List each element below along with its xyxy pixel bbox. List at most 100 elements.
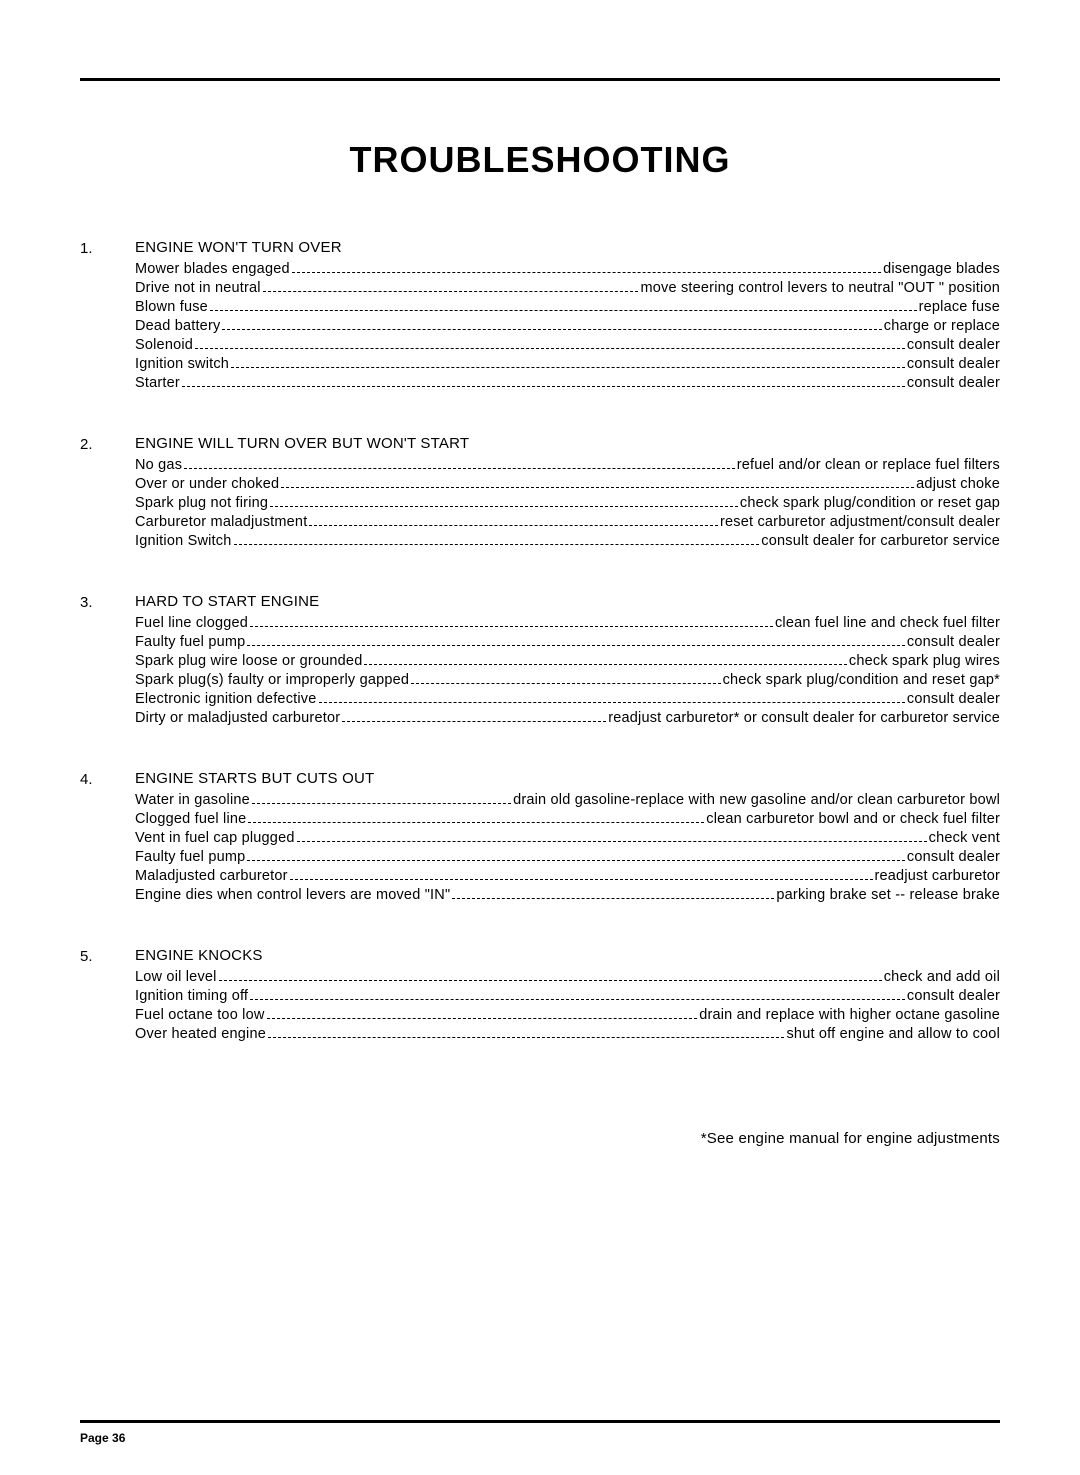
cause: Spark plug(s) faulty or improperly gappe…	[135, 671, 409, 690]
section-number: 1.	[80, 239, 135, 393]
troubleshoot-row: Over heated engine shut off engine and al…	[135, 1025, 1000, 1044]
troubleshoot-row: Electronic ignition defective consult dea…	[135, 690, 1000, 709]
remedy: check spark plug wires	[849, 652, 1000, 671]
troubleshoot-row: Faulty fuel pump consult dealer	[135, 633, 1000, 652]
bottom-rule	[80, 1420, 1000, 1423]
remedy: adjust choke	[916, 475, 1000, 494]
cause: Engine dies when control levers are move…	[135, 886, 450, 905]
troubleshoot-row: Solenoid consult dealer	[135, 336, 1000, 355]
troubleshoot-row: Over or under chokedadjust choke	[135, 475, 1000, 494]
cause: Ignition timing off	[135, 987, 248, 1006]
section-number: 3.	[80, 593, 135, 728]
cause: Dead battery	[135, 317, 220, 336]
cause: Fuel octane too low	[135, 1006, 265, 1025]
remedy: check spark plug/condition and reset gap…	[723, 671, 1000, 690]
leader-dots	[250, 626, 773, 627]
section-heading: ENGINE STARTS BUT CUTS OUT	[135, 770, 1000, 787]
section: 3.HARD TO START ENGINE Fuel line cloggedc…	[80, 593, 1000, 728]
section: 4.ENGINE STARTS BUT CUTS OUT Water in gas…	[80, 770, 1000, 905]
leader-dots	[267, 1018, 698, 1019]
troubleshoot-row: Low oil levelcheck and add oil	[135, 968, 1000, 987]
cause: No gas	[135, 456, 182, 475]
cause: Ignition switch	[135, 355, 229, 374]
section-body: ENGINE KNOCKSLow oil levelcheck and add …	[135, 947, 1000, 1044]
cause: Low oil level	[135, 968, 217, 987]
troubleshoot-row: Blown fusereplace fuse	[135, 298, 1000, 317]
remedy: consult dealer	[907, 355, 1000, 374]
remedy: consult dealer	[907, 633, 1000, 652]
leader-dots	[247, 860, 905, 861]
troubleshoot-row: Faulty fuel pumpconsult dealer	[135, 848, 1000, 867]
troubleshoot-row: Starter consult dealer	[135, 374, 1000, 393]
remedy: consult dealer	[907, 987, 1000, 1006]
section: 1.ENGINE WON'T TURN OVERMower blades eng…	[80, 239, 1000, 393]
cause: Solenoid	[135, 336, 193, 355]
cause: Dirty or maladjusted carburetor	[135, 709, 340, 728]
leader-dots	[297, 841, 927, 842]
leader-dots	[452, 898, 774, 899]
section-body: HARD TO START ENGINE Fuel line cloggedcle…	[135, 593, 1000, 728]
remedy: shut off engine and allow to cool	[786, 1025, 1000, 1044]
troubleshoot-row: Dead battery charge or replace	[135, 317, 1000, 336]
leader-dots	[247, 645, 905, 646]
section-number: 2.	[80, 435, 135, 551]
page: TROUBLESHOOTING 1.ENGINE WON'T TURN OVER…	[0, 78, 1080, 1475]
leader-dots	[231, 367, 905, 368]
cause: Spark plug not firing	[135, 494, 268, 513]
remedy: consult dealer	[907, 336, 1000, 355]
cause: Electronic ignition defective	[135, 690, 317, 709]
remedy: disengage blades	[883, 260, 1000, 279]
cause: Spark plug wire loose or grounded	[135, 652, 362, 671]
section-heading: ENGINE WON'T TURN OVER	[135, 239, 1000, 256]
remedy: consult dealer	[907, 848, 1000, 867]
remedy: consult dealer	[907, 690, 1000, 709]
remedy: clean carburetor bowl and or check fuel …	[706, 810, 1000, 829]
page-number: Page 36	[80, 1431, 125, 1445]
cause: Blown fuse	[135, 298, 208, 317]
page-title: TROUBLESHOOTING	[80, 139, 1000, 181]
remedy: charge or replace	[884, 317, 1000, 336]
cause: Starter	[135, 374, 180, 393]
leader-dots	[364, 664, 846, 665]
section: 2.ENGINE WILL TURN OVER BUT WON'T STARTN…	[80, 435, 1000, 551]
troubleshoot-row: Water in gasolinedrain old gasoline-repl…	[135, 791, 1000, 810]
leader-dots	[263, 291, 639, 292]
leader-dots	[210, 310, 917, 311]
leader-dots	[184, 468, 735, 469]
remedy: reset carburetor adjustment/consult deal…	[720, 513, 1000, 532]
remedy: drain old gasoline-replace with new gaso…	[513, 791, 1000, 810]
remedy: refuel and/or clean or replace fuel filt…	[737, 456, 1000, 475]
cause: Over heated engine	[135, 1025, 266, 1044]
section-body: ENGINE WON'T TURN OVERMower blades engag…	[135, 239, 1000, 393]
leader-dots	[309, 525, 718, 526]
remedy: consult dealer	[907, 374, 1000, 393]
cause: Ignition Switch	[135, 532, 232, 551]
leader-dots	[248, 822, 704, 823]
top-rule	[80, 78, 1000, 81]
leader-dots	[268, 1037, 785, 1038]
footnote: *See engine manual for engine adjustment…	[80, 1130, 1000, 1147]
remedy: check spark plug/condition or reset gap	[740, 494, 1000, 513]
troubleshoot-row: Drive not in neutral move steering contro…	[135, 279, 1000, 298]
leader-dots	[290, 879, 873, 880]
leader-dots	[222, 329, 881, 330]
troubleshoot-row: Clogged fuel lineclean carburetor bowl a…	[135, 810, 1000, 829]
troubleshoot-row: Fuel line cloggedclean fuel line and che…	[135, 614, 1000, 633]
section-body: ENGINE STARTS BUT CUTS OUT Water in gasol…	[135, 770, 1000, 905]
cause: Carburetor maladjustment	[135, 513, 307, 532]
section-heading: HARD TO START ENGINE	[135, 593, 1000, 610]
remedy: move steering control levers to neutral …	[640, 279, 1000, 298]
cause: Faulty fuel pump	[135, 633, 245, 652]
leader-dots	[195, 348, 905, 349]
troubleshoot-row: Ignition timing off consult dealer	[135, 987, 1000, 1006]
troubleshoot-row: Fuel octane too lowdrain and replace wit…	[135, 1006, 1000, 1025]
remedy: readjust carburetor* or consult dealer f…	[608, 709, 1000, 728]
cause: Maladjusted carburetor	[135, 867, 288, 886]
troubleshoot-row: Carburetor maladjustment reset carburetor…	[135, 513, 1000, 532]
cause: Drive not in neutral	[135, 279, 261, 298]
leader-dots	[219, 980, 882, 981]
leader-dots	[250, 999, 905, 1000]
section-number: 4.	[80, 770, 135, 905]
section-body: ENGINE WILL TURN OVER BUT WON'T STARTNo …	[135, 435, 1000, 551]
leader-dots	[270, 506, 738, 507]
